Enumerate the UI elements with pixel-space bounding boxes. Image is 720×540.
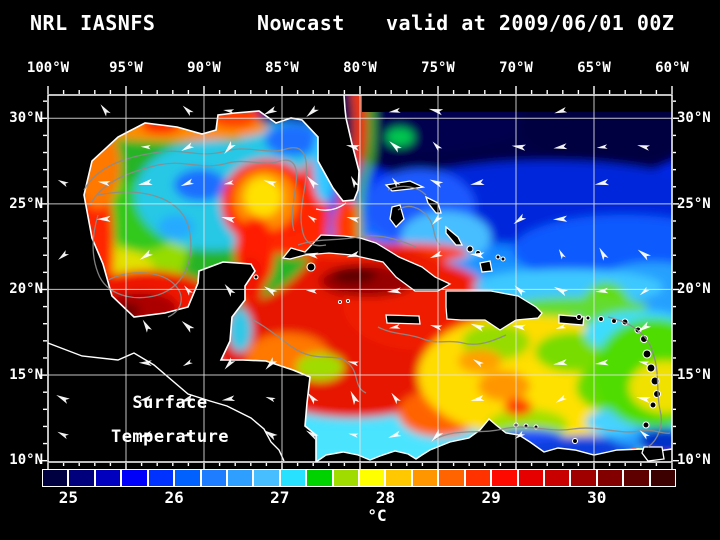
title-model: NRL IASNFS — [30, 11, 156, 35]
colorbar-cell — [306, 469, 333, 487]
colorbar-cell — [596, 469, 624, 487]
colorbar-cell — [438, 469, 465, 487]
colorbar-tick-label: 28 — [375, 488, 396, 507]
lon-tick-label: 60°W — [655, 60, 689, 76]
lat-tick-label: 20°N — [9, 281, 43, 298]
colorbar-tick-label: 27 — [270, 488, 290, 507]
annotation-temperature: Temperature — [111, 427, 229, 447]
lat-tick-label: 20°N — [677, 281, 711, 298]
lat-tick-label: 25°N — [677, 195, 711, 212]
lon-tick-label: 85°W — [265, 60, 299, 76]
colorbar-cell — [623, 469, 650, 487]
annotation-surface: Surface — [132, 393, 207, 413]
map-frame — [47, 94, 673, 463]
degree-tick-marks — [40, 86, 679, 469]
colorbar-cell — [517, 469, 545, 487]
colorbar-cell — [332, 469, 360, 487]
lon-tick-label: 100°W — [26, 60, 70, 76]
colorbar-cell — [491, 469, 518, 487]
colorbar-cell — [147, 469, 175, 487]
colorbar-tick-label: 29 — [481, 488, 501, 507]
colorbar-unit: °C — [367, 506, 387, 525]
sst-map: Surface Temperature — [40, 86, 679, 469]
lon-tick-label: 80°W — [343, 60, 377, 76]
colorbar-cell — [279, 469, 307, 487]
lat-tick-label: 30°N — [677, 110, 711, 126]
temperature-colorbar — [42, 469, 677, 487]
graticule — [48, 95, 672, 462]
lat-tick-label: 10°N — [677, 452, 711, 469]
colorbar-cell — [68, 469, 95, 487]
colorbar-cell — [359, 469, 386, 487]
colorbar-cell — [42, 469, 69, 487]
lon-tick-label: 65°W — [577, 60, 611, 76]
colorbar-cell — [226, 469, 254, 487]
bathymetry-contours — [83, 147, 671, 448]
colorbar-cell — [570, 469, 597, 487]
lat-tick-label: 10°N — [9, 452, 43, 469]
colorbar-cell — [94, 469, 122, 487]
colorbar-cell — [544, 469, 571, 487]
lat-tick-label: 15°N — [9, 366, 43, 383]
lon-tick-label: 70°W — [499, 60, 533, 76]
colorbar-cell — [385, 469, 412, 487]
colorbar-cell — [649, 469, 677, 487]
colorbar-cell — [411, 469, 439, 487]
colorbar-cell — [200, 469, 227, 487]
wind-vectors — [56, 104, 652, 442]
lon-tick-label: 95°W — [109, 60, 143, 76]
title-product: Nowcast — [257, 11, 345, 35]
colorbar-tick-label: 26 — [164, 488, 184, 507]
lon-tick-label: 75°W — [421, 60, 455, 76]
lat-tick-label: 25°N — [9, 195, 43, 212]
lat-tick-label: 15°N — [677, 366, 711, 383]
colorbar-tick-label: 25 — [58, 488, 79, 507]
colorbar-cell — [464, 469, 492, 487]
lon-tick-label: 90°W — [187, 60, 221, 76]
colorbar-cell — [174, 469, 201, 487]
title-valid-time: valid at 2009/06/01 00Z — [386, 11, 675, 35]
lat-tick-label: 30°N — [9, 110, 43, 126]
colorbar-cell — [121, 469, 148, 487]
colorbar-cell — [253, 469, 280, 487]
colorbar-tick-label: 30 — [587, 488, 607, 507]
